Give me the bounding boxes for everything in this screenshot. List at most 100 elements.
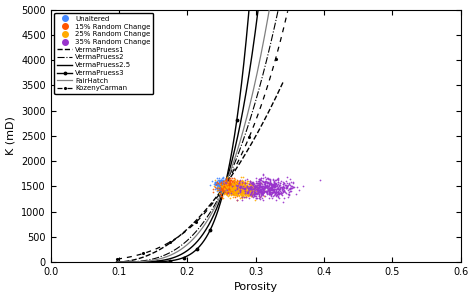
Point bbox=[273, 192, 281, 196]
Point bbox=[236, 188, 244, 193]
Point bbox=[276, 184, 283, 189]
Point bbox=[256, 182, 264, 187]
Point bbox=[249, 181, 257, 185]
Point bbox=[229, 187, 237, 192]
Point bbox=[265, 181, 273, 186]
Point bbox=[240, 189, 247, 193]
Point bbox=[231, 188, 238, 193]
Point bbox=[247, 182, 255, 187]
Point bbox=[267, 193, 275, 198]
Point bbox=[218, 186, 226, 190]
Point bbox=[253, 182, 260, 187]
Point bbox=[215, 191, 223, 196]
Point bbox=[279, 188, 286, 193]
Point bbox=[228, 188, 236, 193]
Point bbox=[217, 181, 225, 186]
Point bbox=[228, 187, 236, 192]
Point bbox=[243, 190, 251, 195]
Point bbox=[233, 180, 240, 184]
Point bbox=[227, 189, 234, 193]
Point bbox=[236, 187, 243, 191]
Point bbox=[224, 183, 232, 187]
Point bbox=[215, 185, 222, 190]
Point bbox=[255, 190, 262, 194]
Point bbox=[228, 181, 235, 186]
Point bbox=[270, 190, 278, 195]
Point bbox=[227, 187, 235, 192]
Point bbox=[231, 185, 238, 190]
Point bbox=[272, 184, 279, 189]
Point bbox=[241, 191, 249, 195]
Point bbox=[219, 178, 227, 183]
Point bbox=[213, 182, 221, 187]
Point bbox=[231, 184, 239, 189]
Point bbox=[227, 186, 234, 191]
Point bbox=[241, 191, 248, 195]
Point bbox=[256, 177, 264, 181]
Point bbox=[220, 181, 228, 186]
Point bbox=[250, 184, 257, 188]
Point bbox=[216, 183, 223, 188]
Point bbox=[241, 192, 249, 197]
Point bbox=[281, 188, 288, 193]
Point bbox=[251, 198, 259, 202]
Point bbox=[223, 184, 230, 189]
Point bbox=[223, 192, 230, 197]
Point bbox=[267, 184, 275, 189]
Point bbox=[217, 180, 224, 185]
Point bbox=[247, 188, 255, 193]
Point bbox=[256, 179, 264, 184]
Point bbox=[247, 189, 255, 194]
Point bbox=[237, 186, 245, 191]
Point bbox=[272, 191, 280, 195]
Point bbox=[237, 175, 245, 180]
Point bbox=[228, 185, 236, 190]
Point bbox=[246, 183, 254, 188]
Point bbox=[215, 182, 223, 187]
Point bbox=[214, 182, 222, 187]
Point bbox=[220, 180, 228, 185]
Point bbox=[237, 189, 245, 194]
Point bbox=[249, 185, 257, 190]
Point bbox=[270, 187, 277, 191]
Point bbox=[267, 185, 274, 190]
Point bbox=[277, 190, 284, 195]
Point bbox=[233, 197, 241, 202]
Point bbox=[269, 187, 277, 192]
Point bbox=[219, 186, 227, 190]
Point bbox=[219, 195, 226, 200]
Point bbox=[228, 182, 236, 187]
Point bbox=[260, 184, 268, 189]
Point bbox=[231, 179, 239, 184]
Point bbox=[235, 179, 243, 183]
Point bbox=[220, 183, 228, 187]
Point bbox=[266, 191, 273, 196]
Point bbox=[219, 184, 226, 189]
Point bbox=[258, 192, 265, 197]
Point bbox=[243, 189, 251, 194]
Point bbox=[233, 189, 241, 194]
Point bbox=[236, 188, 244, 193]
Point bbox=[255, 193, 263, 198]
Point bbox=[216, 188, 224, 193]
Point bbox=[231, 185, 238, 190]
Point bbox=[272, 184, 279, 189]
Point bbox=[269, 182, 276, 187]
Point bbox=[226, 178, 234, 183]
Point bbox=[240, 188, 248, 193]
Point bbox=[218, 187, 226, 192]
Point bbox=[230, 185, 237, 190]
Point bbox=[220, 187, 228, 192]
Point bbox=[231, 180, 239, 185]
Point bbox=[269, 183, 277, 188]
Point bbox=[250, 183, 257, 188]
Point bbox=[247, 185, 255, 190]
Point bbox=[241, 181, 248, 186]
Point bbox=[219, 182, 227, 187]
Point bbox=[246, 185, 254, 190]
Point bbox=[266, 189, 273, 194]
Point bbox=[232, 181, 240, 186]
Point bbox=[255, 177, 262, 181]
Point bbox=[225, 184, 232, 188]
Point bbox=[217, 182, 225, 187]
